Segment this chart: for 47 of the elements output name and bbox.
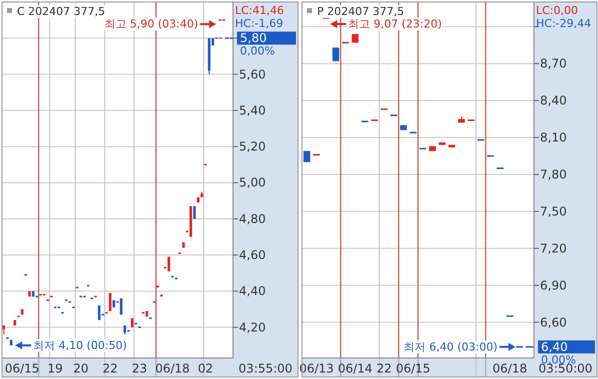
x-tick-label: 19 <box>48 362 63 376</box>
annotation: 최저 4,10 (00:50) <box>33 338 127 352</box>
x-tick-label: 06/13 <box>299 362 334 376</box>
annotation: 최고 5,90 (03:40) <box>104 18 198 31</box>
text: 5,80 <box>240 31 267 46</box>
y-tick-label: 8,70 <box>540 56 567 71</box>
y-tick-label: 7,20 <box>540 241 567 256</box>
y-tick-label: 4,20 <box>239 320 266 334</box>
x-tick-label: 06/14 <box>338 362 372 376</box>
y-tick-label: 4,60 <box>239 248 266 262</box>
y-tick-label: 5,40 <box>239 103 266 118</box>
candlestick <box>193 206 196 220</box>
text: 0,00% <box>240 44 275 58</box>
y-tick-label: 7,80 <box>540 167 567 182</box>
candlestick <box>332 47 340 62</box>
x-tick-label: 06/15 <box>4 362 40 376</box>
chart-title: C 202407 377,5 <box>17 5 106 18</box>
x-tick-label: 23 <box>132 362 148 376</box>
x-tick-label: 06/18 <box>492 362 528 376</box>
x-tick-label: 20 <box>73 362 88 376</box>
y-tick-label: 5,00 <box>239 176 266 190</box>
text: HC:-1,69 <box>235 17 284 30</box>
candlestick <box>98 305 100 321</box>
candlestick <box>130 318 134 328</box>
x-tick-label: 06/15 <box>396 362 430 376</box>
y-tick-label: 8,10 <box>540 130 567 144</box>
x-tick-label: 02 <box>198 362 214 376</box>
y-tick-label: 5,60 <box>239 67 266 82</box>
y-tick-label: 4,80 <box>239 212 266 226</box>
text: 6,40 <box>541 340 568 354</box>
chart-title: P 202407 377,5 <box>317 5 404 18</box>
x-tick-label: 22 <box>376 362 392 376</box>
text: LC:41,46 <box>235 4 284 17</box>
x-tick-label: 22 <box>102 362 118 376</box>
y-tick-label: 8,40 <box>540 94 567 108</box>
y-tick-label: 6,90 <box>540 278 567 292</box>
y-tick-label: 6,60 <box>540 315 567 330</box>
text: LC:0,00 <box>536 4 578 17</box>
x-tick-label: 06/18 <box>155 362 190 376</box>
text: HC:-29,44 <box>536 17 592 30</box>
annotation: 최고 9,07 (23:20) <box>348 18 442 30</box>
y-tick-label: 7,50 <box>540 204 567 218</box>
candlestick <box>168 256 170 272</box>
annotation: 최저 6,40 (03:00) <box>404 340 498 354</box>
text: 03:55:00 <box>238 362 292 376</box>
y-tick-label: 5,20 <box>239 140 266 154</box>
y-tick-label: 4,40 <box>239 284 266 298</box>
